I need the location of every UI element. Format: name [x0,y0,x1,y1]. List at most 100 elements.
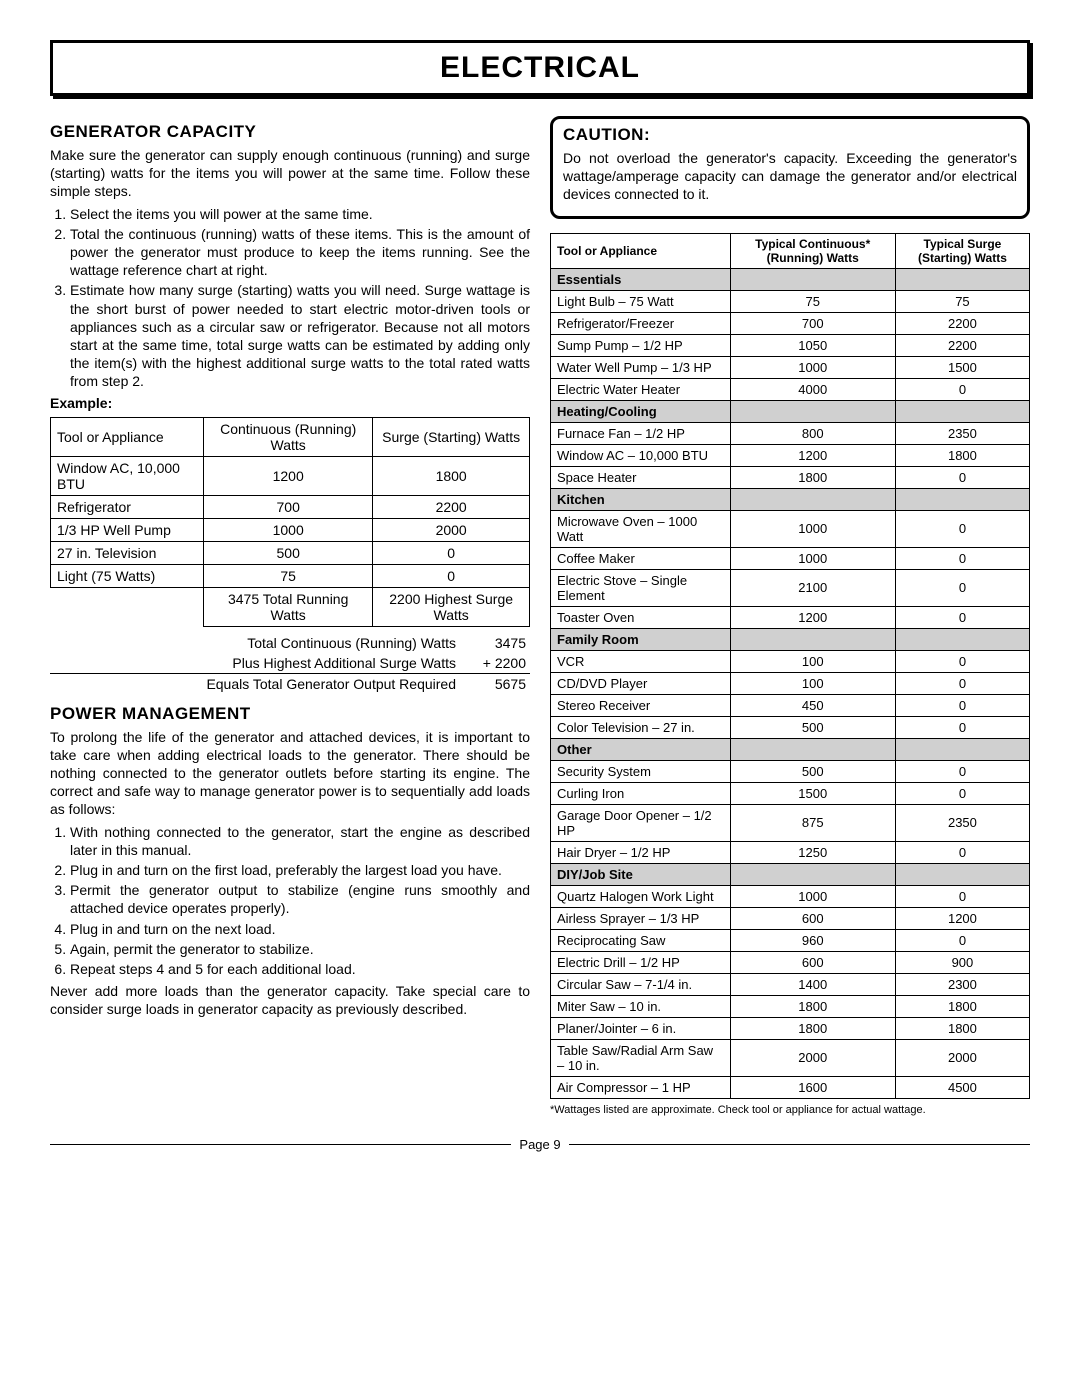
wattage-cell: Window AC – 10,000 BTU [551,444,731,466]
power-management-steps: With nothing connected to the generator,… [50,823,530,979]
wattage-cell: 1250 [730,841,895,863]
example-cell: Window AC, 10,000 BTU [51,456,204,495]
example-total-cell [51,587,204,626]
wattage-cell: 1600 [730,1076,895,1098]
wattage-cell: 2300 [895,973,1029,995]
wattage-cell: 0 [895,885,1029,907]
list-step: Plug in and turn on the first load, pref… [70,861,530,879]
wattage-footnote: *Wattages listed are approximate. Check … [550,1103,1030,1117]
example-cell: 2200 [373,495,530,518]
wattage-cell [730,628,895,650]
wattage-cell: 500 [730,716,895,738]
wattage-cell: Planer/Jointer – 6 in. [551,1017,731,1039]
wattage-cell: Hair Dryer – 1/2 HP [551,841,731,863]
wattage-cell: 2000 [730,1039,895,1076]
wattage-header: Typical Continuous* (Running) Watts [730,233,895,268]
example-cell: Light (75 Watts) [51,564,204,587]
wattage-cell: 2200 [895,312,1029,334]
example-header: Continuous (Running) Watts [204,417,373,456]
list-step: Permit the generator output to stabilize… [70,881,530,917]
wattage-cell: 2350 [895,804,1029,841]
wattage-cell: Light Bulb – 75 Watt [551,290,731,312]
wattage-cell: 800 [730,422,895,444]
wattage-cell: Garage Door Opener – 1/2 HP [551,804,731,841]
wattage-cell [730,738,895,760]
list-step: Total the continuous (running) watts of … [70,225,530,280]
example-total-cell: 2200 Highest Surge Watts [373,587,530,626]
wattage-cell: Electric Stove – Single Element [551,569,731,606]
wattage-cell: Miter Saw – 10 in. [551,995,731,1017]
wattage-cell: 1800 [730,995,895,1017]
wattage-cell: Reciprocating Saw [551,929,731,951]
calc-label: Plus Highest Additional Surge Watts [50,653,460,674]
wattage-cell: 1800 [730,466,895,488]
wattage-cell: Electric Drill – 1/2 HP [551,951,731,973]
example-cell: 1000 [204,518,373,541]
wattage-cell: 1200 [730,444,895,466]
wattage-cell: 2000 [895,1039,1029,1076]
wattage-cell: Water Well Pump – 1/3 HP [551,356,731,378]
example-cell: 700 [204,495,373,518]
wattage-cell: 1200 [895,907,1029,929]
list-step: With nothing connected to the generator,… [70,823,530,859]
wattage-cell [730,488,895,510]
wattage-cell: Table Saw/Radial Arm Saw – 10 in. [551,1039,731,1076]
wattage-cell: Airless Sprayer – 1/3 HP [551,907,731,929]
wattage-cell: 450 [730,694,895,716]
content-columns: GENERATOR CAPACITY Make sure the generat… [50,116,1030,1121]
footer-line [50,1144,511,1145]
calc-value: 3475 [460,633,530,653]
wattage-cell: CD/DVD Player [551,672,731,694]
wattage-cell: 1000 [730,885,895,907]
wattage-cell: Color Television – 27 in. [551,716,731,738]
wattage-cell: 2100 [730,569,895,606]
wattage-cell: 500 [730,760,895,782]
wattage-cell: Curling Iron [551,782,731,804]
wattage-cell: 1400 [730,973,895,995]
calc-label: Equals Total Generator Output Required [50,673,460,694]
example-table: Tool or Appliance Continuous (Running) W… [50,417,530,627]
wattage-cell: Security System [551,760,731,782]
wattage-cell: 875 [730,804,895,841]
wattage-cell: 0 [895,378,1029,400]
wattage-cell [895,488,1029,510]
power-management-closing: Never add more loads than the generator … [50,982,530,1018]
wattage-category: Family Room [551,628,731,650]
wattage-cell: 2350 [895,422,1029,444]
wattage-cell: 75 [730,290,895,312]
wattage-cell: Sump Pump – 1/2 HP [551,334,731,356]
wattage-category: Essentials [551,268,731,290]
wattage-cell: 0 [895,510,1029,547]
generator-capacity-intro: Make sure the generator can supply enoug… [50,146,530,201]
caution-text: Do not overload the generator's capacity… [563,149,1017,204]
power-management-heading: POWER MANAGEMENT [50,704,530,724]
wattage-cell: 0 [895,650,1029,672]
wattage-cell: 2200 [895,334,1029,356]
wattage-cell: Electric Water Heater [551,378,731,400]
page-number: Page 9 [519,1137,560,1152]
wattage-cell: Toaster Oven [551,606,731,628]
wattage-cell: 1000 [730,510,895,547]
wattage-cell: 0 [895,606,1029,628]
list-step: Repeat steps 4 and 5 for each additional… [70,960,530,978]
list-step: Again, permit the generator to stabilize… [70,940,530,958]
wattage-cell: 0 [895,547,1029,569]
wattage-cell: 0 [895,841,1029,863]
power-management-intro: To prolong the life of the generator and… [50,728,530,819]
wattage-cell [895,400,1029,422]
right-column: CAUTION: Do not overload the generator's… [550,116,1030,1121]
footer-line [569,1144,1030,1145]
example-cell: 1200 [204,456,373,495]
wattage-cell: 0 [895,672,1029,694]
wattage-category: Kitchen [551,488,731,510]
wattage-cell [730,400,895,422]
wattage-cell: Stereo Receiver [551,694,731,716]
list-step: Plug in and turn on the next load. [70,920,530,938]
wattage-cell [730,863,895,885]
example-cell: 27 in. Television [51,541,204,564]
example-cell: 2000 [373,518,530,541]
calc-value: + 2200 [460,653,530,674]
example-cell: 0 [373,541,530,564]
wattage-cell: 600 [730,907,895,929]
caution-box: CAUTION: Do not overload the generator's… [550,116,1030,219]
